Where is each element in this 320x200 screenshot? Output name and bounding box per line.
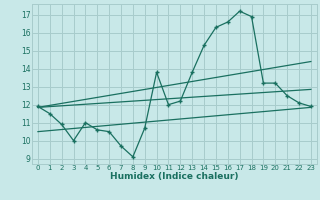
X-axis label: Humidex (Indice chaleur): Humidex (Indice chaleur) <box>110 172 239 181</box>
